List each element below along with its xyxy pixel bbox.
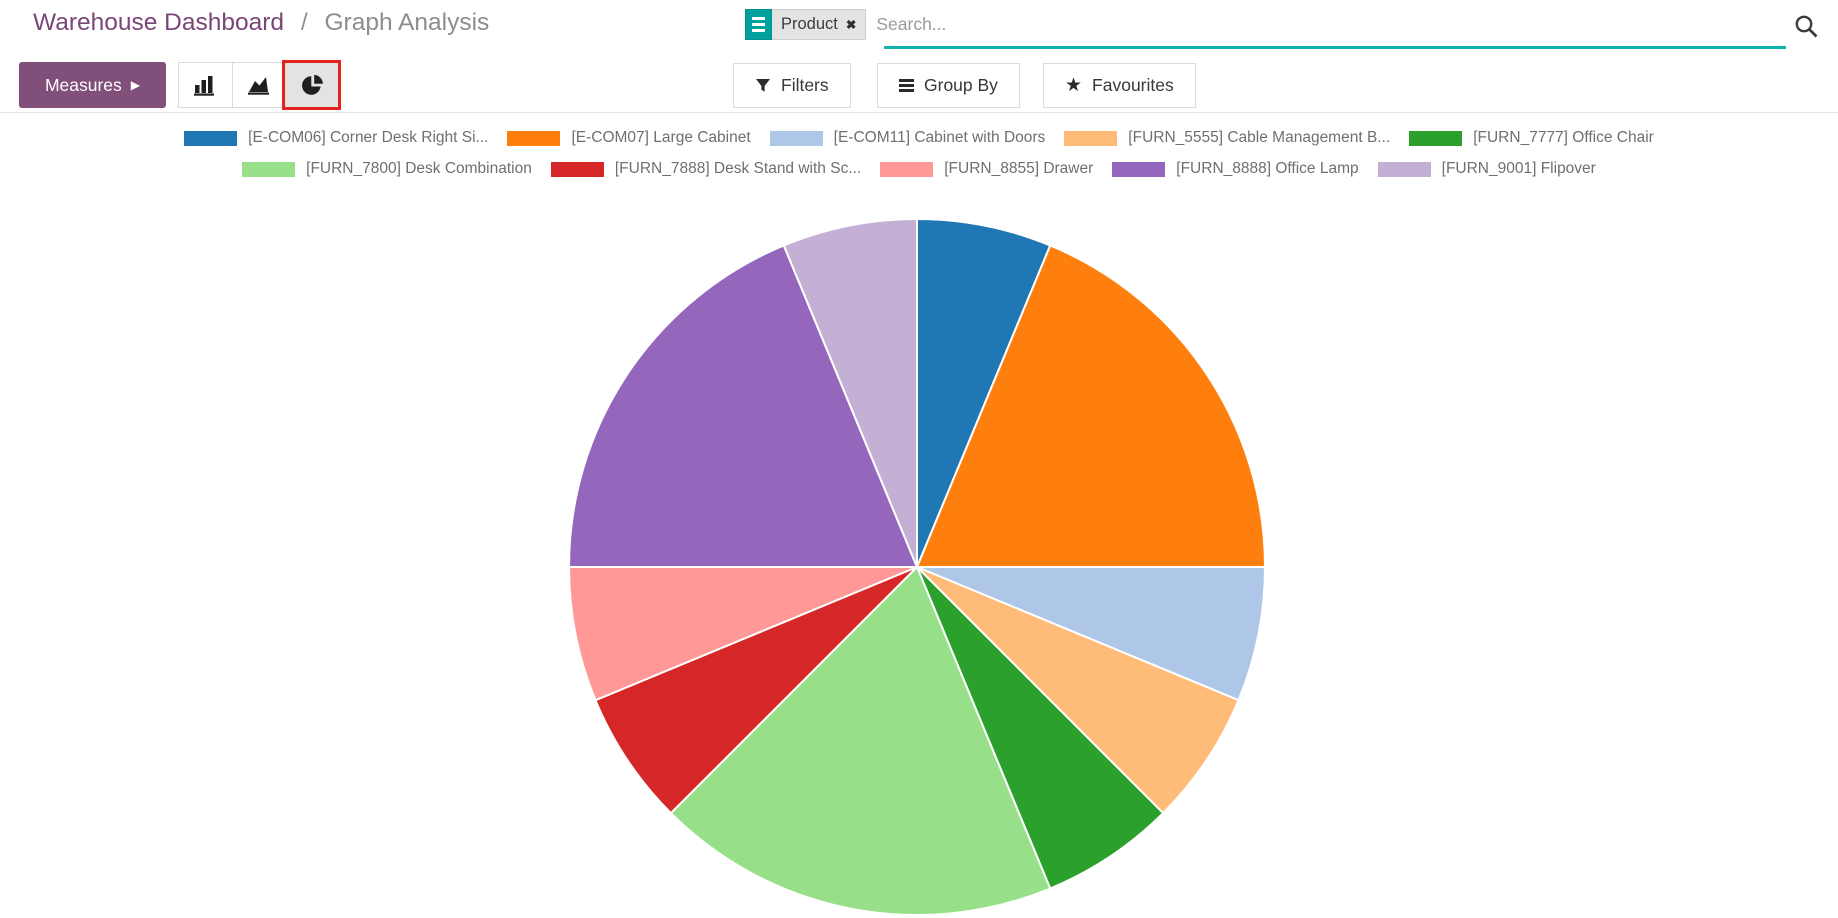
facet-remove-icon[interactable]: ✖ (845, 18, 857, 32)
legend-item[interactable]: [FURN_8888] Office Lamp (1112, 160, 1359, 178)
legend-label: [E-COM07] Large Cabinet (571, 129, 751, 146)
breadcrumb-parent-link[interactable]: Warehouse Dashboard (33, 9, 285, 36)
legend-swatch (550, 161, 604, 177)
measures-button[interactable]: Measures ▶ (19, 62, 166, 108)
legend-swatch (1064, 130, 1118, 146)
legend-item[interactable]: [FURN_9001] Flipover (1377, 160, 1596, 178)
legend-row-1: [E-COM06] Corner Desk Right Si... [E-COM0… (184, 126, 1654, 150)
legend-item[interactable]: [FURN_7800] Desk Combination (242, 160, 532, 178)
legend-label: [FURN_7800] Desk Combination (306, 160, 532, 177)
chart-legend: [E-COM06] Corner Desk Right Si... [E-COM0… (0, 126, 1838, 181)
pie-slice[interactable] (916, 566, 1240, 815)
facet-chip-product[interactable]: Product ✖ (772, 9, 867, 40)
bar-chart-button[interactable] (179, 63, 232, 107)
pie-slice[interactable] (669, 566, 1052, 917)
filters-label: Filters (781, 75, 829, 95)
pie-slice[interactable] (568, 244, 918, 568)
search-icon[interactable] (1794, 14, 1820, 40)
bar-chart-icon (194, 76, 214, 96)
pie-slice[interactable] (594, 566, 918, 815)
legend-swatch (184, 130, 238, 146)
search-bar: Product ✖ (745, 9, 1737, 40)
legend-item[interactable]: [FURN_7888] Desk Stand with Sc... (550, 160, 862, 178)
legend-swatch (1112, 161, 1166, 177)
filter-funnel-icon (756, 78, 770, 92)
pie-chart-button[interactable] (285, 63, 338, 107)
legend-item[interactable]: [E-COM06] Corner Desk Right Si... (184, 129, 488, 147)
legend-item[interactable]: [FURN_7777] Office Chair (1409, 129, 1654, 147)
legend-swatch (880, 161, 934, 177)
breadcrumb: Warehouse Dashboard / Graph Analysis (33, 9, 489, 37)
measures-label: Measures (44, 74, 122, 95)
legend-label: [FURN_7777] Office Chair (1473, 129, 1654, 146)
legend-item[interactable]: [E-COM07] Large Cabinet (507, 129, 751, 147)
pie-slice[interactable] (916, 566, 1165, 890)
search-underline (884, 46, 1786, 49)
pie-slice[interactable] (916, 566, 1266, 702)
favourites-label: Favourites (1092, 75, 1174, 95)
legend-label: [FURN_9001] Flipover (1441, 160, 1596, 177)
page-title: Graph Analysis (324, 9, 490, 36)
legend-label: [FURN_7888] Desk Stand with Sc... (614, 160, 862, 177)
legend-label: [FURN_5555] Cable Management B... (1128, 129, 1391, 146)
facet-label: Product (781, 15, 838, 33)
chart-type-switcher (178, 62, 339, 108)
legend-swatch (242, 161, 296, 177)
legend-swatch (1377, 161, 1431, 177)
legend-swatch (507, 130, 561, 146)
legend-swatch (769, 130, 823, 146)
legend-label: [E-COM11] Cabinet with Doors (833, 129, 1046, 146)
group-by-label: Group By (924, 75, 998, 95)
pie-slice[interactable] (782, 218, 918, 568)
filters-button[interactable]: Filters (733, 63, 851, 108)
legend-row-2: [FURN_7800] Desk Combination [FURN_7888] … (242, 157, 1596, 181)
search-facet: Product ✖ (745, 9, 867, 40)
pie-chart-icon (301, 74, 323, 95)
legend-item[interactable]: [FURN_8855] Drawer (880, 160, 1093, 178)
legend-label: [E-COM06] Corner Desk Right Si... (248, 129, 489, 146)
legend-label: [FURN_8888] Office Lamp (1176, 160, 1359, 177)
facet-group-icon (745, 9, 772, 40)
toolbar-divider (0, 112, 1838, 113)
pie-slice[interactable] (916, 244, 1266, 568)
pie-chart (568, 218, 1266, 917)
legend-label: [FURN_8855] Drawer (944, 160, 1094, 177)
area-chart-button[interactable] (232, 63, 285, 107)
pie-slice[interactable] (568, 566, 918, 702)
pie-slice[interactable] (916, 218, 1052, 568)
star-icon: ★ (1065, 75, 1083, 96)
legend-swatch (1409, 130, 1463, 146)
group-by-button[interactable]: Group By (877, 63, 1020, 108)
search-input[interactable] (876, 14, 1737, 35)
breadcrumb-separator: / (300, 9, 308, 36)
group-by-icon (899, 78, 914, 93)
area-chart-icon (247, 77, 269, 95)
caret-right-icon: ▶ (130, 78, 141, 92)
legend-item[interactable]: [E-COM11] Cabinet with Doors (769, 129, 1046, 147)
legend-item[interactable]: [FURN_5555] Cable Management B... (1064, 129, 1390, 147)
favourites-button[interactable]: ★ Favourites (1043, 63, 1196, 108)
